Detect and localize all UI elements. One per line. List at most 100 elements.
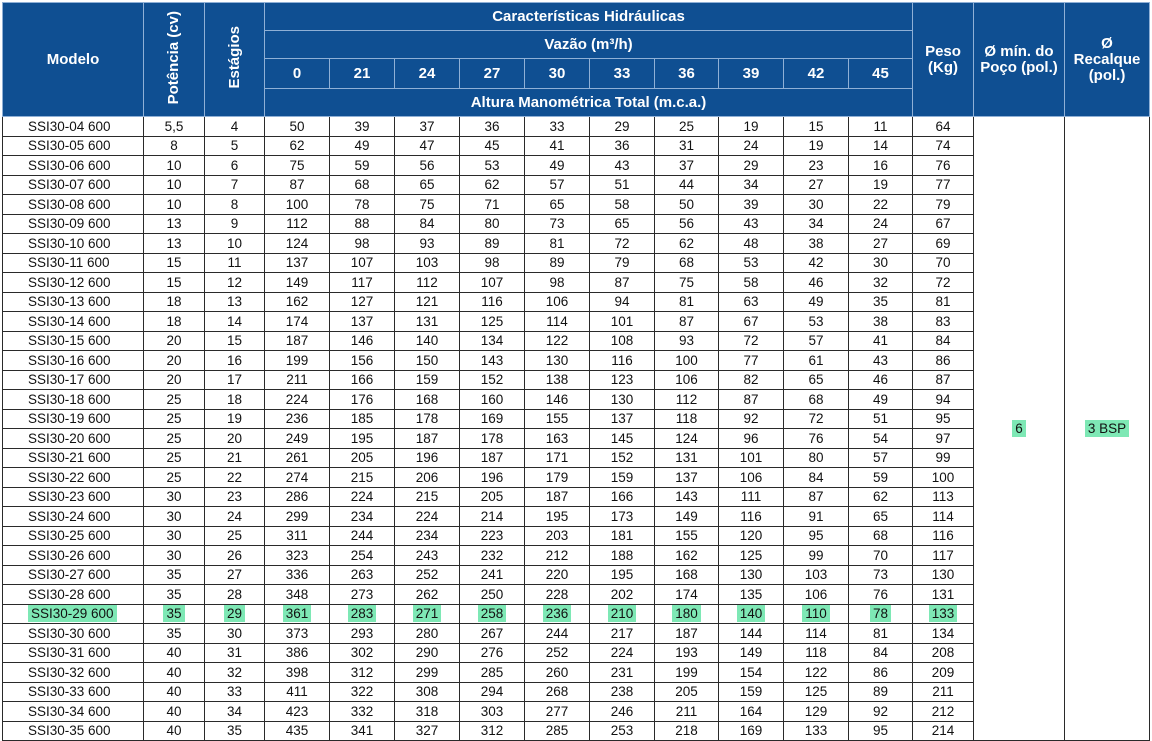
table-row: SSI30-06 600 10 6 75 59 56 53 49 43 37 29 23 16 76 bbox=[2, 155, 1150, 176]
table-cell: 6 bbox=[204, 155, 265, 176]
cell-model: SSI30-09 600 bbox=[2, 213, 144, 234]
cell-model: SSI30-05 600 bbox=[2, 135, 144, 156]
table-row: SSI30-18 600 25 18 224 176 168 160 146 130 112 87 6… bbox=[2, 389, 1150, 410]
cell-model: SSI30-06 600 bbox=[2, 155, 144, 176]
table-cell: 34 bbox=[718, 174, 784, 195]
header-head: Altura Manométrica Total (m.c.a.) bbox=[263, 88, 914, 117]
table-cell: 21 bbox=[204, 447, 265, 468]
table-cell: 107 bbox=[459, 272, 525, 293]
table-cell: 312 bbox=[329, 662, 395, 683]
table-cell: 294 bbox=[459, 681, 525, 702]
table-cell: 246 bbox=[589, 701, 655, 722]
table-cell: 43 bbox=[589, 155, 655, 176]
table-cell: 100 bbox=[912, 467, 975, 488]
table-cell: 163 bbox=[524, 428, 590, 449]
table-cell: 97 bbox=[912, 428, 975, 449]
cell-model: SSI30-04 600 bbox=[2, 116, 144, 137]
table-cell: 25 bbox=[204, 525, 265, 546]
table-cell: 373 bbox=[264, 623, 330, 644]
table-cell: 131 bbox=[912, 584, 975, 605]
table-cell: 116 bbox=[589, 350, 655, 371]
cell-model: SSI30-11 600 bbox=[2, 252, 144, 273]
table-cell: 35 bbox=[143, 564, 205, 585]
table-row: SSI30-13 600 18 13 162 127 121 116 106 94 81 63 49 3… bbox=[2, 291, 1150, 312]
table-cell: 187 bbox=[394, 428, 460, 449]
table-row: SSI30-22 600 25 22 274 215 206 196 179 159 137 106… bbox=[2, 467, 1150, 488]
table-cell: 25 bbox=[143, 428, 205, 449]
table-cell: 68 bbox=[654, 252, 719, 273]
table-cell: 82 bbox=[718, 369, 784, 390]
table-cell: 25 bbox=[654, 116, 719, 137]
header-model: Modelo bbox=[2, 2, 144, 117]
table-cell: 174 bbox=[264, 311, 330, 332]
table-cell: 81 bbox=[847, 623, 914, 644]
cell-model: SSI30-24 600 bbox=[2, 506, 144, 527]
header-flow: Vazão (m³/h) bbox=[263, 30, 914, 59]
table-cell: 125 bbox=[783, 681, 849, 702]
table-cell: 84 bbox=[783, 467, 849, 488]
cell-model: SSI30-16 600 bbox=[2, 350, 144, 371]
table-cell: 121 bbox=[394, 291, 460, 312]
table-cell: 73 bbox=[847, 564, 914, 585]
table-cell: 187 bbox=[264, 330, 330, 351]
table-cell: 124 bbox=[264, 233, 330, 254]
cell-model: SSI30-13 600 bbox=[2, 291, 144, 312]
cell-model: SSI30-27 600 bbox=[2, 564, 144, 585]
table-cell: 15 bbox=[204, 330, 265, 351]
table-cell: 37 bbox=[654, 155, 719, 176]
table-cell: 137 bbox=[589, 408, 655, 429]
table-cell: 92 bbox=[718, 408, 784, 429]
table-cell: 106 bbox=[718, 467, 784, 488]
table-cell: 114 bbox=[783, 623, 849, 644]
table-cell: 46 bbox=[847, 369, 914, 390]
table-cell: 123 bbox=[589, 369, 655, 390]
table-cell: 24 bbox=[204, 506, 265, 527]
table-cell: 285 bbox=[524, 720, 590, 741]
table-cell: 195 bbox=[524, 506, 590, 527]
table-cell: 30 bbox=[783, 194, 849, 215]
table-cell: 84 bbox=[394, 213, 460, 234]
table-cell: 79 bbox=[589, 252, 655, 273]
table-cell: 76 bbox=[783, 428, 849, 449]
table-cell: 19 bbox=[783, 135, 849, 156]
table-cell: 8 bbox=[204, 194, 265, 215]
table-cell: 10 bbox=[143, 155, 205, 176]
table-cell: 173 bbox=[589, 506, 655, 527]
table-cell: 205 bbox=[459, 486, 525, 507]
table-row: SSI30-10 600 13 10 124 98 93 89 81 72 62 48 38 27 69 bbox=[2, 233, 1150, 254]
table-cell: 254 bbox=[329, 545, 395, 566]
table-cell: 53 bbox=[718, 252, 784, 273]
table-cell: 11 bbox=[204, 252, 265, 273]
table-cell: 252 bbox=[524, 642, 590, 663]
header-stages: Estágios bbox=[204, 2, 265, 117]
table-cell: 17 bbox=[204, 369, 265, 390]
table-cell: 62 bbox=[459, 174, 525, 195]
table-cell: 78 bbox=[847, 603, 914, 624]
table-cell: 188 bbox=[589, 545, 655, 566]
table-cell: 77 bbox=[912, 174, 975, 195]
header-hydraulic: Características Hidráulicas bbox=[263, 2, 914, 31]
table-cell: 171 bbox=[524, 447, 590, 468]
table-row: SSI30-31 600 40 31 386 302 290 276 252 224 193 149… bbox=[2, 642, 1150, 663]
table-cell: 50 bbox=[654, 194, 719, 215]
table-cell: 261 bbox=[264, 447, 330, 468]
table-cell: 23 bbox=[783, 155, 849, 176]
table-cell: 56 bbox=[654, 213, 719, 234]
table-cell: 312 bbox=[459, 720, 525, 741]
header-flow-value: 30 bbox=[524, 58, 590, 89]
table-cell: 35 bbox=[143, 584, 205, 605]
table-cell: 13 bbox=[143, 233, 205, 254]
table-cell: 185 bbox=[329, 408, 395, 429]
table-cell: 19 bbox=[847, 174, 914, 195]
table-cell: 4 bbox=[204, 116, 265, 137]
table-cell: 86 bbox=[847, 662, 914, 683]
table-cell: 30 bbox=[204, 623, 265, 644]
cell-model: SSI30-12 600 bbox=[2, 272, 144, 293]
table-cell: 195 bbox=[589, 564, 655, 585]
table-cell: 71 bbox=[459, 194, 525, 215]
table-cell: 92 bbox=[847, 701, 914, 722]
table-cell: 5 bbox=[204, 135, 265, 156]
table-cell: 122 bbox=[524, 330, 590, 351]
header-flow-value: 27 bbox=[459, 58, 525, 89]
table-cell: 280 bbox=[394, 623, 460, 644]
